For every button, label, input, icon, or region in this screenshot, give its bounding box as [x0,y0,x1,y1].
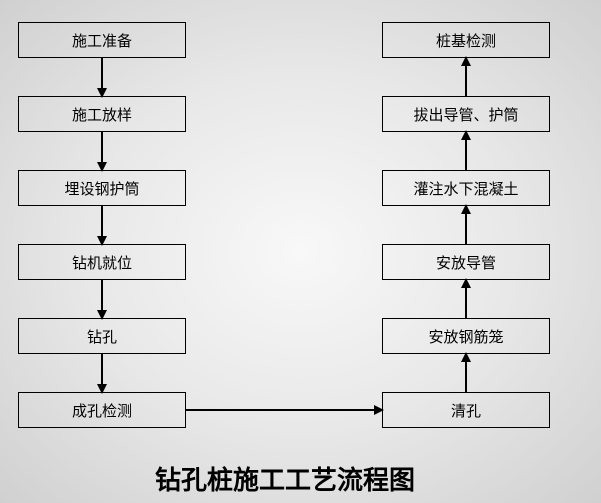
flowchart-node-label: 桩基检测 [436,30,496,51]
flowchart-canvas: 施工准备施工放样埋设钢护筒钻机就位钻孔成孔检测 清孔 安放钢筋笼 安放导管 灌注水下混凝… [0,0,601,503]
flowchart-node-label: 埋设钢护筒 [64,178,139,199]
flowchart-node-label: 灌注水下混凝土 [413,178,518,199]
flowchart-node-label: 拔出导管、护筒 [413,104,518,125]
flowchart-node: 安放钢筋笼 [382,318,550,354]
flowchart-title: 钻孔桩施工工艺流程图 [155,460,415,497]
flowchart-node: 施工放样 [18,96,186,132]
flowchart-node: 埋设钢护筒 [18,170,186,206]
flowchart-node-label: 钻机就位 [72,252,132,273]
flowchart-node: 安放导管 [382,244,550,280]
flowchart-node-label: 施工放样 [72,104,132,125]
flowchart-node-label: 施工准备 [72,30,132,51]
flowchart-node: 施工准备 [18,22,186,58]
flowchart-node: 清孔 [382,392,550,428]
flowchart-node-label: 清孔 [451,400,481,421]
flowchart-node-label: 安放导管 [436,252,496,273]
flowchart-node: 钻机就位 [18,244,186,280]
flowchart-node: 成孔检测 [18,392,186,428]
flowchart-node-label: 钻孔 [87,326,117,347]
flowchart-node: 桩基检测 [382,22,550,58]
flowchart-node-label: 成孔检测 [72,400,132,421]
flowchart-node: 钻孔 [18,318,186,354]
flowchart-node: 拔出导管、护筒 [382,96,550,132]
flowchart-node-label: 安放钢筋笼 [428,326,503,347]
flowchart-node: 灌注水下混凝土 [382,170,550,206]
